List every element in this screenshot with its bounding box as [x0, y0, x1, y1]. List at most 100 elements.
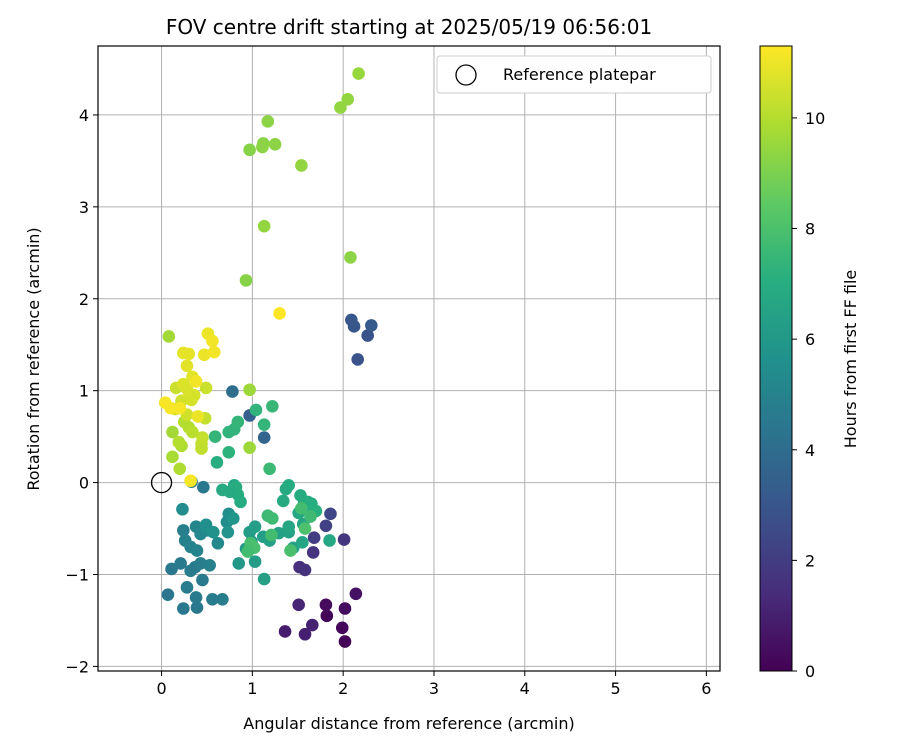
colorbar-tick-label: 6 [805, 330, 815, 349]
data-point [266, 512, 279, 525]
data-point [304, 510, 317, 523]
data-point [180, 359, 194, 373]
data-point [361, 329, 374, 342]
y-tick-label: 4 [79, 106, 89, 125]
y-tick-label: −2 [65, 657, 89, 676]
data-point [197, 480, 210, 494]
y-tick-label: 0 [79, 474, 89, 493]
data-point [211, 536, 225, 550]
data-point [257, 431, 271, 444]
data-point [243, 441, 256, 454]
data-point [298, 522, 312, 535]
y-tick-label: 3 [79, 198, 89, 217]
x-tick-label: 0 [156, 679, 166, 698]
data-point [226, 512, 240, 525]
data-point [295, 502, 308, 515]
x-tick-label: 5 [610, 679, 620, 698]
data-point [223, 485, 236, 499]
data-point [165, 562, 178, 576]
data-point [186, 425, 199, 439]
x-tick-label: 6 [701, 679, 711, 698]
data-point [256, 137, 270, 150]
data-point [232, 557, 246, 570]
data-point [208, 430, 222, 443]
data-point [282, 479, 295, 492]
data-point [243, 143, 256, 157]
data-point [334, 101, 347, 114]
legend-box [436, 55, 712, 94]
data-point [349, 587, 363, 601]
data-point [161, 588, 175, 602]
data-point [176, 502, 189, 516]
data-point [265, 528, 278, 542]
reference-platepar-marker [150, 471, 173, 494]
x-tick-label: 4 [520, 679, 530, 698]
data-point [180, 581, 194, 594]
data-point [166, 425, 179, 439]
data-point [164, 401, 177, 415]
colorbar: 0 2 4 6 8 10 Hours from first FF file [759, 45, 860, 681]
data-point [191, 410, 205, 423]
data-point [166, 450, 179, 464]
data-point [234, 495, 247, 509]
colorbar-tick-label: 8 [805, 220, 815, 239]
data-point [184, 474, 197, 488]
data-point [248, 520, 262, 533]
data-point [306, 546, 320, 559]
data-point [341, 93, 355, 106]
data-point [177, 524, 190, 537]
data-point [295, 159, 308, 172]
colorbar-tick-label: 0 [805, 662, 815, 681]
data-point [226, 385, 239, 398]
data-point [206, 593, 219, 606]
chart-title: FOV centre drift starting at 2025/05/19 … [166, 15, 652, 39]
data-point [351, 353, 364, 366]
data-point [182, 347, 196, 361]
data-point [263, 462, 276, 476]
data-point [231, 415, 245, 429]
data-point [266, 399, 279, 413]
data-point [307, 531, 321, 545]
colorbar-tick-label: 2 [805, 551, 815, 570]
data-point [345, 313, 358, 327]
legend-marker-reference [455, 64, 477, 86]
data-point [298, 627, 312, 641]
data-point [249, 403, 263, 417]
data-point [344, 251, 357, 264]
data-points [158, 67, 378, 648]
data-point [335, 621, 349, 635]
data-point [298, 563, 312, 577]
data-point [338, 602, 352, 615]
legend: Reference platepar [436, 55, 712, 94]
data-point [207, 525, 220, 539]
data-point [243, 383, 256, 397]
x-tick-label: 1 [247, 679, 257, 698]
data-point [248, 555, 262, 568]
data-point [173, 401, 187, 415]
data-point [338, 635, 352, 648]
data-point [197, 348, 211, 362]
data-point [241, 545, 255, 558]
x-tick-label: 2 [338, 679, 348, 698]
data-point [337, 533, 351, 546]
data-point [239, 274, 253, 287]
data-point [196, 431, 209, 444]
y-tick-label: 1 [79, 382, 89, 401]
data-point [216, 593, 229, 606]
data-point [206, 334, 219, 348]
data-point [189, 591, 203, 604]
legend-label-reference: Reference platepar [503, 65, 656, 84]
data-point [207, 345, 221, 359]
data-point [177, 377, 190, 391]
data-point [319, 598, 333, 612]
data-point [190, 544, 204, 557]
data-point [221, 525, 235, 539]
colorbar-gradient [759, 45, 793, 672]
data-point [365, 319, 378, 332]
colorbar-ticks: 0 2 4 6 8 10 [792, 109, 825, 681]
data-point [284, 544, 297, 557]
data-point [352, 67, 365, 80]
colorbar-tick-label: 10 [805, 109, 825, 128]
data-point [173, 462, 187, 476]
data-point [162, 330, 176, 343]
